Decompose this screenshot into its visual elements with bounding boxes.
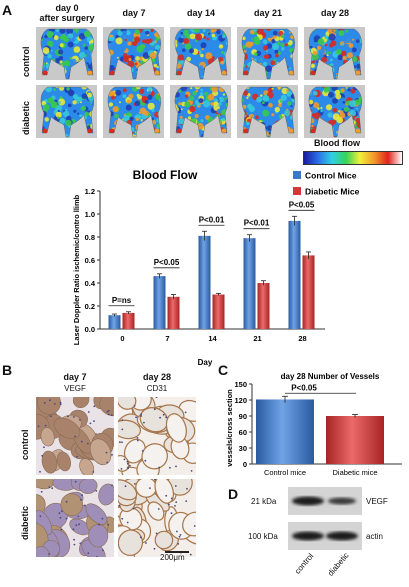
row-label-control: control [21, 46, 31, 78]
bar-control [198, 235, 211, 329]
vessel-y-tick-label: 0 [243, 460, 247, 469]
vessel-y-tick-label: 60 [239, 428, 247, 437]
panel-letter-d: D [228, 486, 239, 502]
lane-label-control: control [293, 551, 316, 576]
panel-letter-c: C [218, 362, 229, 378]
band-vegf-diabetic [328, 497, 356, 505]
legend-swatch [293, 171, 301, 179]
laser-doppler-image [304, 85, 365, 138]
col-stain-cd31: CD31 [146, 384, 168, 393]
laser-doppler-image [237, 85, 298, 138]
bar-diabetic [212, 294, 225, 329]
ihc-image [118, 479, 196, 557]
band-kda-vegf: 21 kDa [251, 497, 277, 506]
band-actin-diabetic [326, 531, 358, 541]
ihc-row-label-diabetic: diabetic [20, 505, 30, 540]
col-stain-vegf: VEGF [64, 384, 86, 393]
blood-flow-color-scale [303, 151, 403, 165]
legend-label: Diabetic Mice [305, 187, 360, 197]
col-day-28: day 28 [142, 372, 172, 382]
vessel-significance-label: P<0.05 [291, 383, 317, 392]
legend-label: Control Mice [305, 171, 357, 181]
legend-swatch [293, 187, 301, 195]
chart-legend: Control Mice Diabetic Mice [293, 171, 360, 197]
ihc-image [118, 397, 196, 475]
x-tick-label: 14 [208, 334, 217, 343]
day-label: day 21 [253, 8, 283, 18]
ihc-image [36, 397, 114, 475]
lane-label-diabetic: diabetic [326, 550, 351, 578]
x-tick-label: 21 [253, 334, 261, 343]
band-actin-control [292, 531, 324, 541]
ihc-row-label-control: control [20, 429, 30, 461]
vessel-y-tick-label: 90 [239, 412, 247, 421]
x-axis-label: Day [198, 358, 213, 367]
vessel-bar-diabetic [326, 416, 384, 464]
y-tick-label: 0.6 [85, 256, 95, 265]
band-vegf-control [292, 496, 324, 506]
laser-doppler-image [103, 85, 164, 138]
significance-label: P<0.01 [244, 219, 270, 228]
bar-diabetic [122, 312, 135, 329]
y-tick-label: 0.8 [85, 233, 95, 242]
chart-title: Blood Flow [133, 168, 198, 182]
bar-diabetic [167, 296, 180, 329]
blood-flow-chart: Blood Flow Laser Doppler Ratio ischemic/… [72, 168, 360, 367]
vessel-y-tick-label: 120 [234, 396, 247, 405]
laser-doppler-image [170, 85, 231, 138]
bar-diabetic [302, 255, 315, 329]
x-tick-label: 28 [298, 334, 306, 343]
y-tick-label: 0.0 [85, 325, 95, 334]
vessel-bar-control [256, 399, 314, 464]
col-day-7: day 7 [63, 372, 87, 382]
vessel-y-tick-label: 30 [239, 444, 247, 453]
bar-control [243, 238, 256, 329]
bar-diabetic [257, 283, 270, 329]
laser-doppler-image [304, 27, 365, 80]
significance-label: P<0.05 [154, 258, 180, 267]
laser-doppler-image [36, 27, 97, 80]
vessel-chart-title: day 28 Number of Vessels [281, 372, 380, 381]
day-label: day 7 [122, 8, 146, 18]
laser-doppler-image [103, 27, 164, 80]
western-blot [288, 487, 362, 550]
y-tick-label: 1.0 [85, 210, 95, 219]
panel-letter-a: A [2, 2, 13, 18]
bar-control [288, 220, 301, 329]
vessel-x-tick-label: Diabetic mice [332, 468, 377, 477]
laser-doppler-image [36, 85, 97, 138]
laser-doppler-image [170, 27, 231, 80]
day-label: day 28 [320, 8, 350, 18]
y-axis-label: Laser Doppler Ratio ischemic/contro llim… [72, 194, 81, 345]
bar-control [108, 315, 121, 329]
panel-letter-b: B [2, 362, 13, 378]
significance-label: P=ns [112, 296, 132, 305]
vessel-y-tick-label: 150 [234, 380, 247, 389]
band-protein-actin: actin [366, 532, 383, 541]
scale-bar [165, 551, 189, 553]
vessel-count-chart: day 28 Number of Vessels vessels/cross s… [225, 372, 402, 477]
row-label-diabetic: diabetic [21, 100, 31, 135]
blood-flow-scale-label: Blood flow [314, 138, 360, 148]
x-tick-label: 0 [120, 334, 124, 343]
significance-label: P<0.05 [289, 200, 315, 209]
scale-bar-label: 200μm [160, 553, 185, 562]
vessel-plot-area: 0 30 60 90 120 150 Control mice Diabetic mice P<… [234, 380, 402, 477]
vessel-y-axis-label: vessels/cross section [225, 389, 234, 467]
plot-area: 0.0 0.2 0.4 0.6 0.8 1.0 1.2 0 P=ns 7 P<0.05 14 P<0.0… [85, 187, 325, 343]
significance-label: P<0.01 [199, 215, 225, 224]
day-label: day 14 [186, 8, 216, 18]
laser-doppler-image [237, 27, 298, 80]
day-label: day 0 after surgery [39, 3, 95, 23]
band-protein-vegf: VEGF [366, 497, 388, 506]
bar-control [153, 276, 166, 329]
ihc-image [36, 479, 114, 557]
y-tick-label: 0.2 [85, 302, 95, 311]
x-tick-label: 7 [165, 334, 169, 343]
band-kda-actin: 100 kDa [248, 532, 278, 541]
y-tick-label: 0.4 [85, 279, 96, 288]
vessel-x-tick-label: Control mice [264, 468, 306, 477]
y-tick-label: 1.2 [85, 187, 95, 196]
